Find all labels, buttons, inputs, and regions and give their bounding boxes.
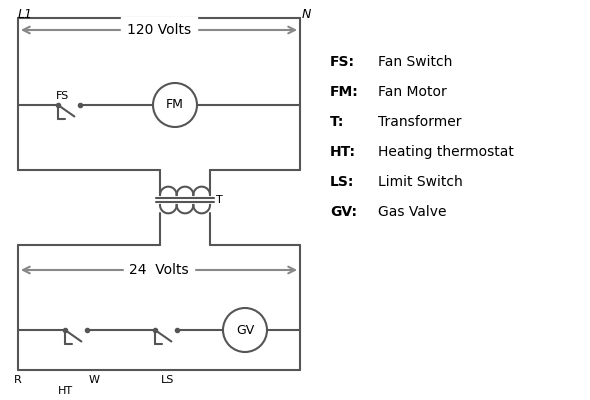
Text: LS: LS xyxy=(161,375,175,385)
Text: 24  Volts: 24 Volts xyxy=(129,263,189,277)
Text: Heating thermostat: Heating thermostat xyxy=(378,145,514,159)
Text: W: W xyxy=(89,375,100,385)
Text: Gas Valve: Gas Valve xyxy=(378,205,447,219)
Text: Limit Switch: Limit Switch xyxy=(378,175,463,189)
Text: FS:: FS: xyxy=(330,55,355,69)
Text: FM: FM xyxy=(166,98,184,112)
Text: N: N xyxy=(302,8,312,21)
Text: GV:: GV: xyxy=(330,205,357,219)
Text: GV: GV xyxy=(236,324,254,336)
Text: HT:: HT: xyxy=(330,145,356,159)
Text: LS:: LS: xyxy=(330,175,355,189)
Text: T:: T: xyxy=(330,115,345,129)
Text: R: R xyxy=(14,375,22,385)
Text: 120 Volts: 120 Volts xyxy=(127,23,191,37)
Text: Fan Motor: Fan Motor xyxy=(378,85,447,99)
Text: Transformer: Transformer xyxy=(378,115,461,129)
Text: Fan Switch: Fan Switch xyxy=(378,55,453,69)
Text: L1: L1 xyxy=(18,8,33,21)
Text: FS: FS xyxy=(56,91,69,101)
Text: HT: HT xyxy=(57,386,73,396)
Text: FM:: FM: xyxy=(330,85,359,99)
Text: T: T xyxy=(216,195,223,205)
